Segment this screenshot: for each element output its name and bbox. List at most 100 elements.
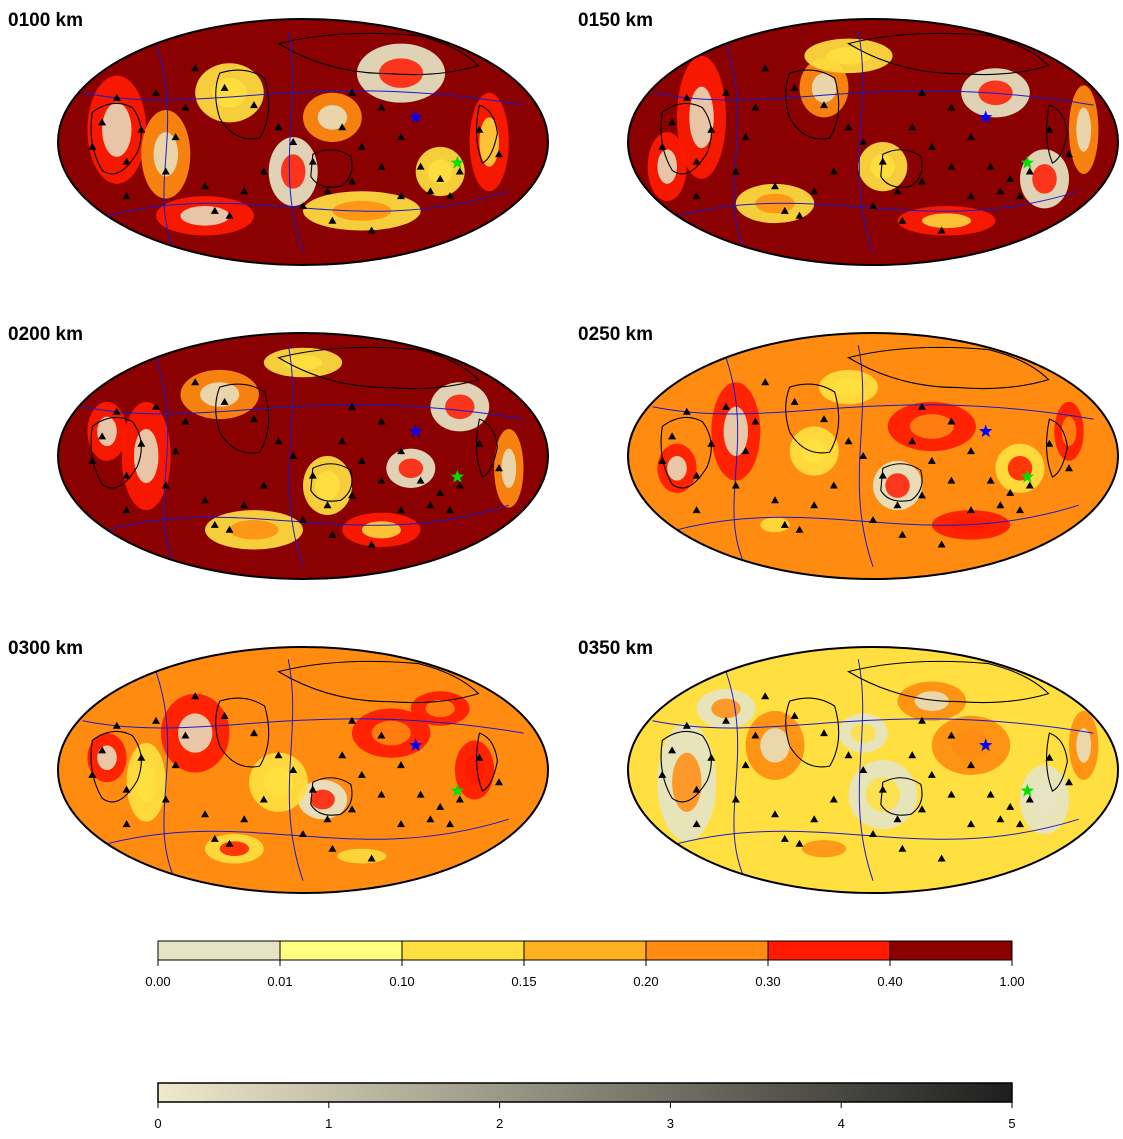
station-triangle [927,770,936,778]
station-triangle [338,123,347,131]
station-triangle [1045,439,1054,447]
panel-depth-title: 0350 km [578,638,654,659]
station-triangle [250,101,258,109]
station-triangle [348,805,356,813]
station-triangle [122,785,131,793]
station-triangle [780,834,789,842]
station-triangle [790,83,799,91]
station-triangle [1045,753,1054,761]
station-triangle [893,501,902,509]
coastline [277,660,480,704]
station-triangle [795,211,804,219]
station-triangle [918,805,926,813]
blue-star-icon [979,738,993,752]
station-triangle [707,439,716,447]
station-triangle [658,142,667,150]
station-triangle [122,506,131,514]
station-triangle [299,829,307,837]
colorbar-segment [523,940,647,961]
station-triangle [947,731,956,739]
station-triangle [397,506,405,514]
panel-depth-title: 0150 km [578,10,654,31]
blue-star-icon [409,738,423,752]
blue-star-icon [409,424,423,438]
mollweide-map [627,646,1119,894]
plate-boundary [155,671,177,881]
station-triangle [367,540,376,548]
anomaly-core [133,428,159,484]
station-triangle [918,402,926,410]
station-triangle [1016,820,1024,828]
station-triangle [377,417,386,425]
station-triangle [1006,174,1015,182]
anomaly-core [501,448,517,488]
map-panel-p300: 0300 km [0,628,561,941]
anomaly-core [102,102,132,157]
station-triangle [795,839,804,847]
station-triangle [996,187,1005,195]
station-triangle [161,795,170,803]
colorbar-probability: 0.00 0.01 0.10 0.15 0.20 0.30 0.40 1.00 [145,940,1025,989]
station-triangle [210,520,219,528]
station-triangle [416,476,425,484]
station-triangle [1025,167,1034,175]
station-triangle [348,716,356,724]
coastline [310,463,353,502]
coastline [475,732,498,792]
anomaly-core [398,458,424,479]
station-triangle [1016,506,1024,514]
station-triangle [191,64,200,72]
station-triangle [790,711,799,719]
colorbar-tick-label: 0.40 [877,974,902,989]
station-triangle [771,182,779,190]
plate-boundary [652,404,1094,420]
coastline [90,102,142,175]
station-triangle [220,83,229,91]
coastline [277,32,480,76]
map-border [57,646,549,894]
colorbar-tick-label: 4 [838,1116,845,1131]
station-triangle [751,731,760,739]
station-triangle [397,133,405,141]
station-triangle [259,795,268,803]
anomaly-core [885,473,910,498]
station-triangle [908,437,917,445]
station-triangle [225,525,234,533]
anomaly-core [801,840,847,858]
colorbar-tick-label: 0.00 [145,974,170,989]
coastline [215,69,270,140]
station-triangle [731,795,740,803]
panel-depth-title: 0300 km [8,638,84,659]
station-triangle [986,476,995,484]
coastline [660,416,712,489]
station-triangle [859,766,868,773]
station-triangle [722,716,730,724]
station-triangle [898,216,907,224]
station-triangle [878,157,887,165]
blue-star-icon [979,424,993,438]
station-triangle [996,501,1005,509]
anomaly-core [361,521,401,539]
station-triangle [1065,778,1073,786]
station-triangle [367,226,376,234]
station-triangle [707,753,716,761]
blue-star-icon [979,110,993,124]
station-triangle [1045,125,1054,133]
station-triangle [122,192,131,200]
anomaly-core [280,154,306,189]
station-triangle [161,167,170,175]
station-triangle [741,133,750,141]
station-triangle [367,854,376,862]
anomaly-core [826,47,871,65]
station-triangle [98,118,107,126]
coastline [277,346,480,390]
station-triangle [416,790,425,798]
plate-boundary [652,90,1094,106]
anomaly-core [811,73,837,103]
plate-boundary [82,90,524,106]
map-panel-p100: 0100 km [0,0,561,313]
station-triangle [722,88,730,96]
plate-boundary [857,659,874,881]
station-triangle [348,88,356,96]
coastline [880,777,923,816]
